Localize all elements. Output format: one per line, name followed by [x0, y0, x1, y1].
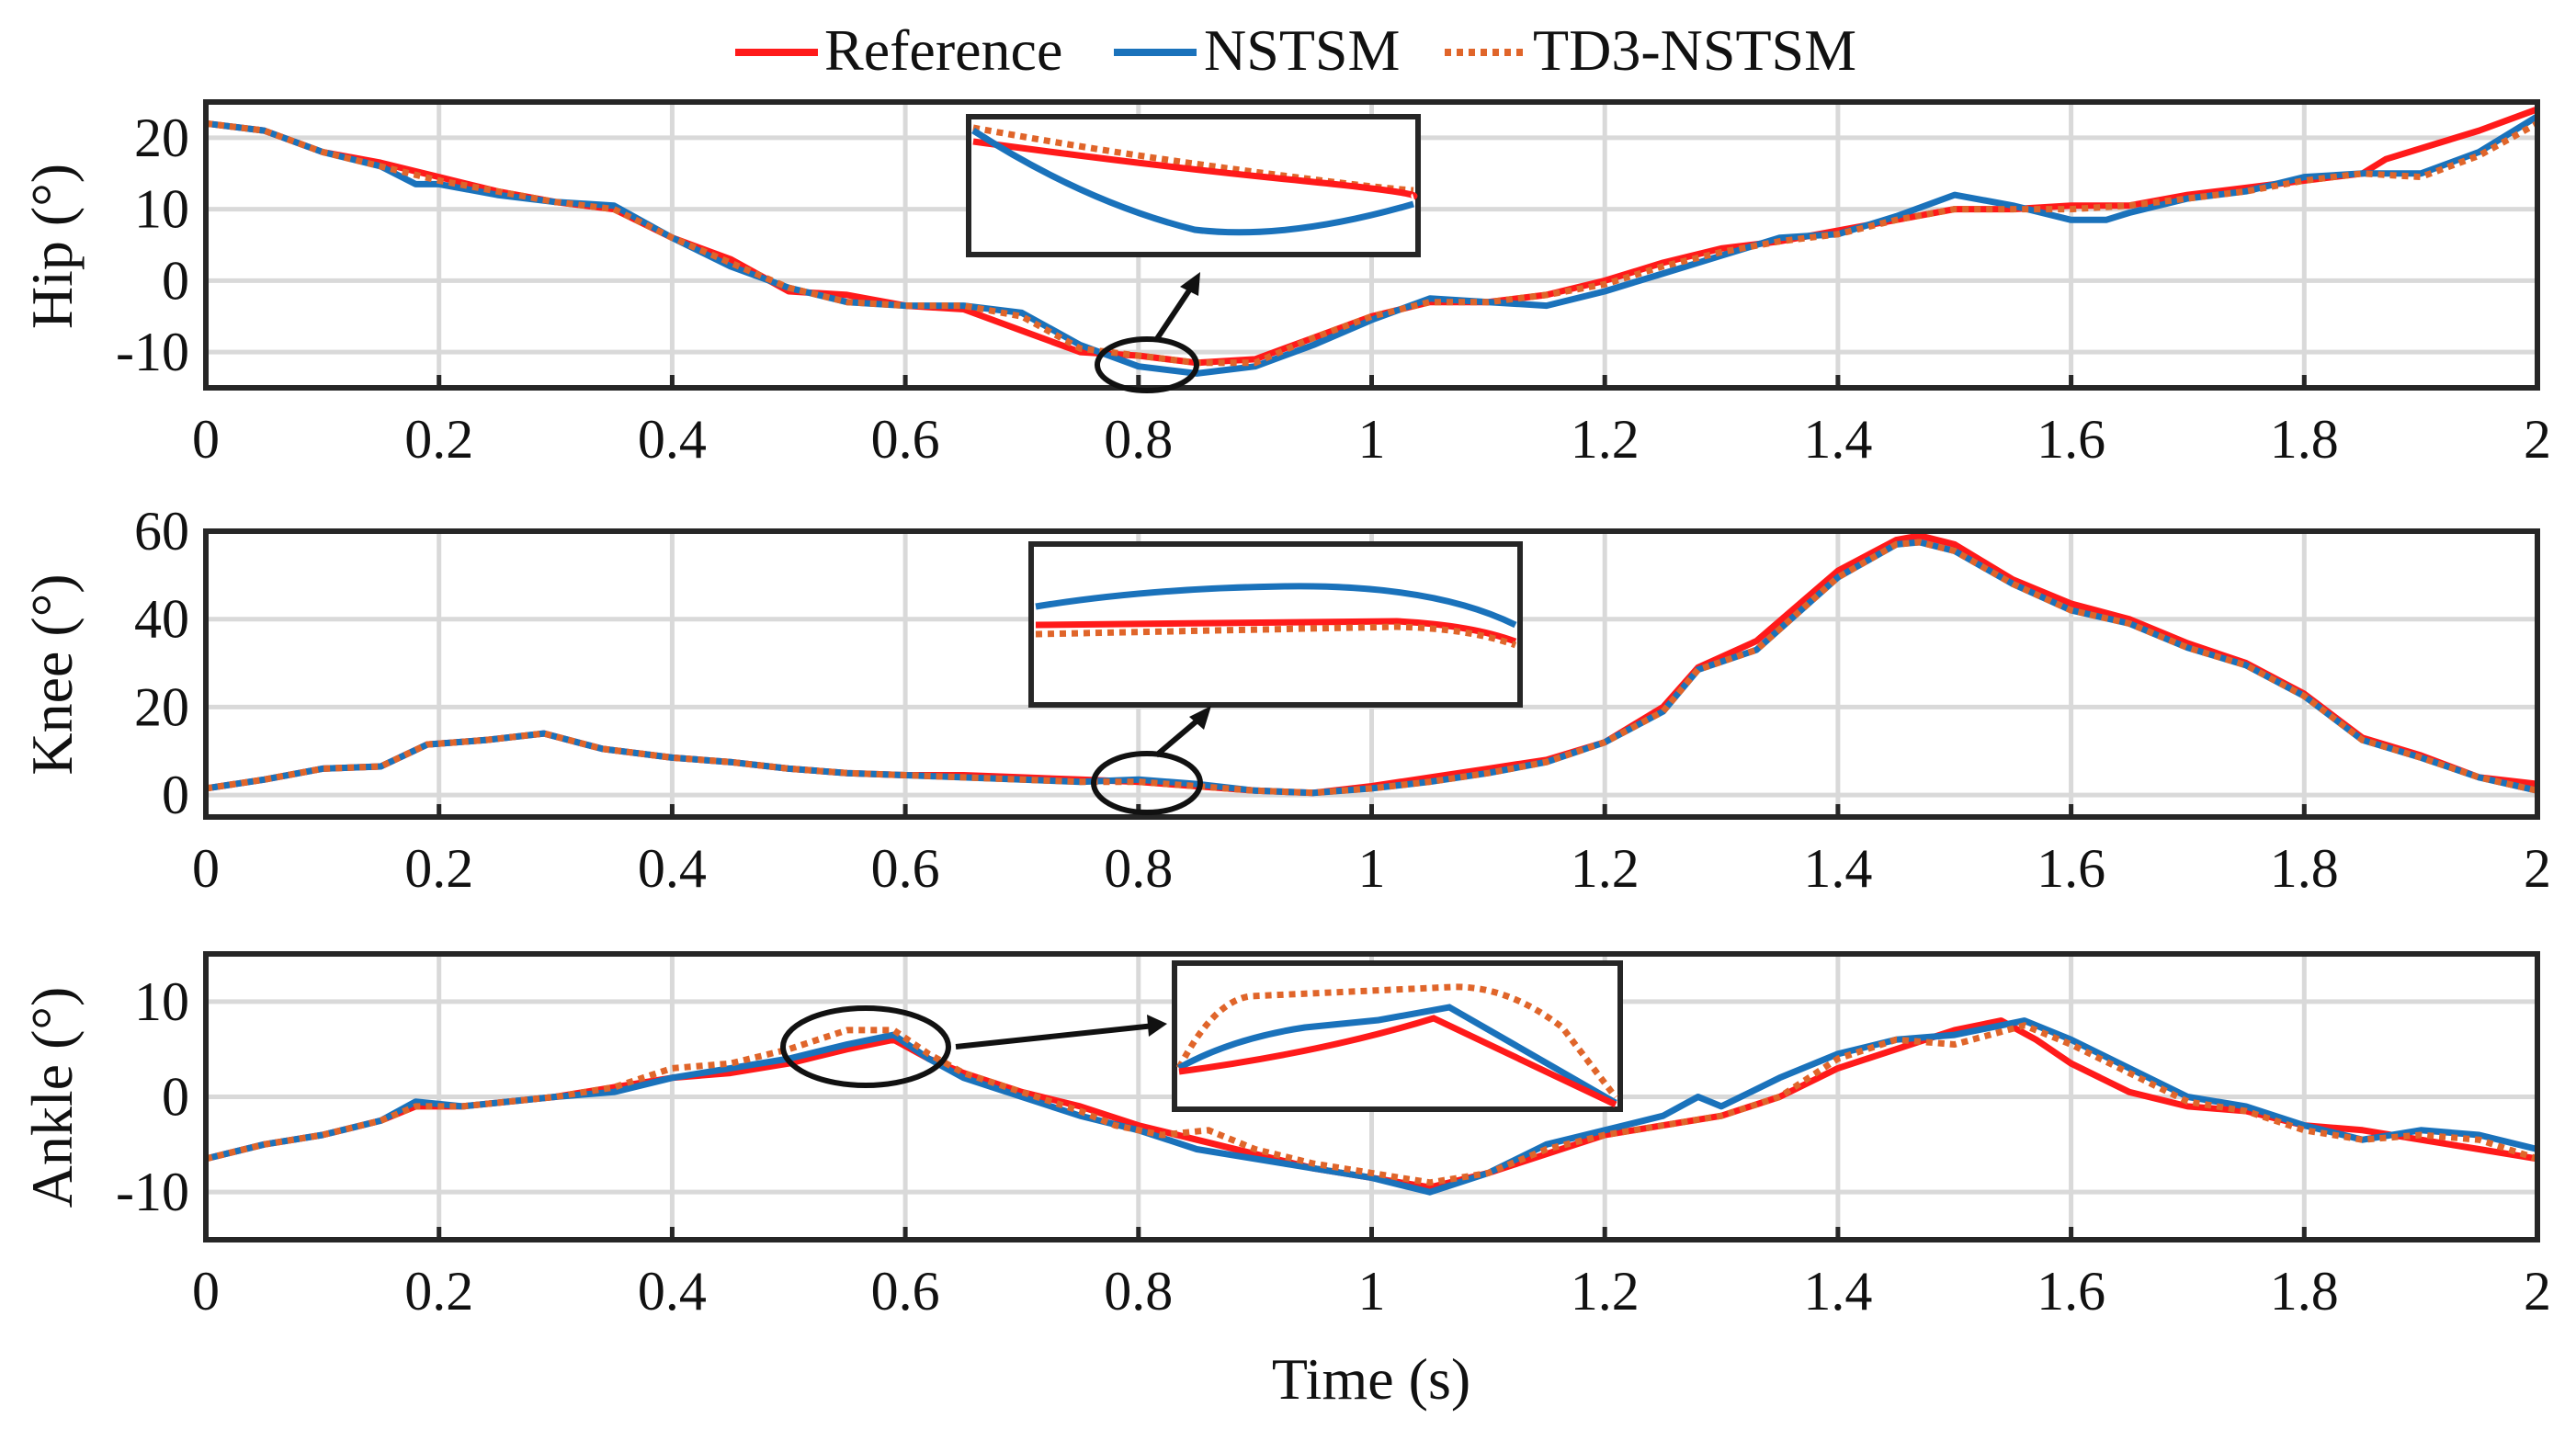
hip-ytick-label-2: 10 — [134, 179, 189, 240]
hip-inset-lines — [971, 124, 1418, 236]
hip-xtick-label-4: 0.8 — [1104, 409, 1173, 470]
knee-inset-td3 — [1035, 623, 1517, 649]
ankle-xtick-label-1: 0.2 — [404, 1261, 473, 1322]
hip-xtick-label-5: 1 — [1358, 409, 1386, 470]
legend: Reference NSTSM TD3-NSTSM — [735, 17, 1856, 83]
ankle-ytick-label-1: 0 — [162, 1067, 189, 1128]
x-axis-label: Time (s) — [1272, 1346, 1470, 1412]
knee-xtick-label-2: 0.4 — [638, 838, 707, 899]
ankle-xtick-label-9: 1.8 — [2270, 1261, 2339, 1322]
knee-xtick-label-1: 0.2 — [404, 838, 473, 899]
ankle-inset-reference — [1178, 1015, 1617, 1108]
knee-ytick-label-0: 0 — [162, 765, 189, 825]
hip-ytick-label-3: 20 — [134, 108, 189, 168]
knee-series-td3-nstsm — [205, 539, 2538, 797]
ankle-series-td3-nstsm — [205, 1022, 2539, 1186]
knee-ytick-label-1: 20 — [134, 676, 189, 737]
ankle-xtick-label-0: 0 — [192, 1261, 220, 1322]
hip-ytick-label-0: -10 — [116, 322, 189, 382]
ankle-zoom-arrowhead — [1147, 1015, 1167, 1037]
hip-ytick-label-1: 0 — [162, 250, 189, 311]
knee-ytick-label-2: 40 — [134, 589, 189, 650]
ankle-lines — [205, 1017, 2539, 1196]
ankle-xtick-label-2: 0.4 — [638, 1261, 707, 1322]
hip-lines — [205, 106, 2539, 377]
ankle-inset-td3 — [1175, 983, 1618, 1100]
hip-zoom-arrowhead — [1180, 272, 1200, 296]
knee-xtick-label-3: 0.6 — [871, 838, 940, 899]
hip-zoom-ellipse — [1095, 336, 1199, 393]
knee-inset-reference — [1035, 618, 1517, 645]
legend-label-td3-nstsm: TD3-NSTSM — [1533, 17, 1856, 83]
ankle-zoom-ellipse — [780, 1005, 951, 1088]
hip-xtick-label-7: 1.4 — [1803, 409, 1872, 470]
hip-xtick-label-2: 0.4 — [638, 409, 707, 470]
hip-xtick-label-9: 1.8 — [2270, 409, 2339, 470]
knee-xtick-label-4: 0.8 — [1104, 838, 1173, 899]
ankle-ytick-label-0: -10 — [116, 1162, 189, 1222]
knee-xtick-label-8: 1.6 — [2037, 838, 2105, 899]
ankle-inset-box — [1172, 960, 1623, 1112]
hip-xtick-label-6: 1.2 — [1571, 409, 1640, 470]
knee-ylabel: Knee (°) — [19, 573, 85, 775]
ankle-xtick-label-10: 2 — [2524, 1261, 2551, 1322]
ankle-xtick-label-6: 1.2 — [1571, 1261, 1640, 1322]
hip-xtick-label-1: 0.2 — [404, 409, 473, 470]
hip-xtick-label-10: 2 — [2524, 409, 2551, 470]
hip-zoom-arrow — [1153, 283, 1196, 342]
knee-xtick-label-0: 0 — [192, 838, 220, 899]
hip-inset-reference — [972, 138, 1418, 200]
ankle-xtick-label-5: 1 — [1358, 1261, 1386, 1322]
hip-series-td3-nstsm — [205, 119, 2539, 367]
ankle-ytick-label-2: 10 — [134, 971, 189, 1032]
knee-xtick-label-5: 1 — [1358, 838, 1386, 899]
knee-xtick-label-7: 1.4 — [1803, 838, 1872, 899]
hip-xtick-label-3: 0.6 — [871, 409, 940, 470]
hip-inset-nstsm — [971, 128, 1414, 236]
ankle-xtick-label-3: 0.6 — [871, 1261, 940, 1322]
ankle-xtick-label-4: 0.8 — [1104, 1261, 1173, 1322]
legend-label-nstsm: NSTSM — [1204, 17, 1400, 83]
knee-xtick-label-6: 1.2 — [1571, 838, 1640, 899]
knee-inset-lines — [1035, 583, 1517, 649]
hip-xtick-label-8: 1.6 — [2037, 409, 2105, 470]
knee-ytick-label-3: 60 — [134, 501, 189, 562]
ankle-series-nstsm — [205, 1017, 2538, 1196]
ankle-xtick-label-7: 1.4 — [1803, 1261, 1872, 1322]
knee-xtick-label-10: 2 — [2524, 838, 2551, 899]
knee-inset-nstsm — [1035, 583, 1517, 629]
hip-xtick-label-0: 0 — [192, 409, 220, 470]
knee-zoom-arrowhead — [1189, 706, 1211, 730]
ankle-xtick-label-8: 1.6 — [2037, 1261, 2105, 1322]
hip-ylabel: Hip (°) — [19, 164, 85, 329]
ankle-inset-lines — [1175, 983, 1618, 1108]
ankle-zoom-arrow — [955, 1023, 1155, 1050]
ankle-ylabel: Ankle (°) — [19, 987, 85, 1208]
ankle-inset-nstsm — [1177, 1004, 1617, 1106]
knee-lines — [205, 532, 2538, 797]
legend-label-reference: Reference — [824, 17, 1062, 83]
knee-zoom-ellipse — [1091, 751, 1203, 815]
knee-xtick-label-9: 1.8 — [2270, 838, 2339, 899]
